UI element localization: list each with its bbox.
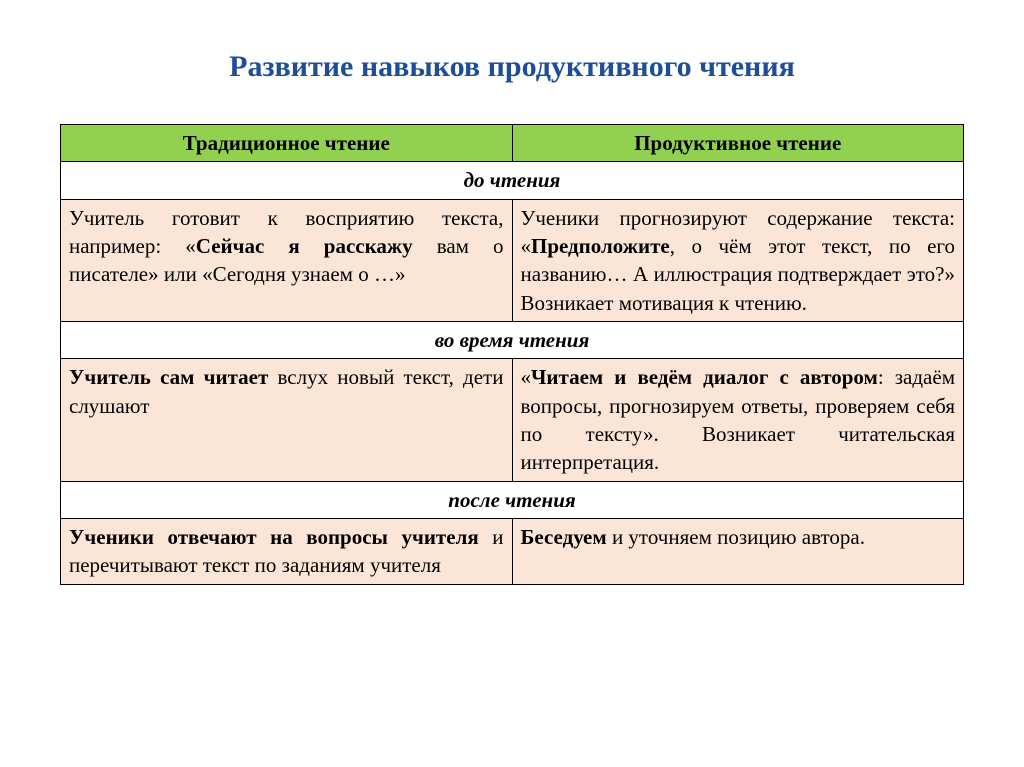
text-bold: Предположите: [531, 234, 670, 258]
content-row-during: Учитель сам читает вслух новый текст, де…: [61, 359, 964, 481]
text-bold: Ученики отвечают на вопросы учителя: [69, 525, 479, 549]
comparison-table: Традиционное чтение Продуктивное чтение …: [60, 124, 964, 585]
text-bold: Учитель сам читает: [69, 365, 268, 389]
cell-before-traditional: Учитель готовит к восприятию текста, нап…: [61, 199, 513, 321]
cell-during-productive: «Читаем и ведём диалог с автором: задаём…: [512, 359, 964, 481]
section-row-during: во время чтения: [61, 322, 964, 359]
col-header-traditional: Традиционное чтение: [61, 125, 513, 162]
section-header-during: во время чтения: [61, 322, 964, 359]
section-header-before: до чтения: [61, 162, 964, 199]
col-header-productive: Продуктивное чтение: [512, 125, 964, 162]
section-row-after: после чтения: [61, 481, 964, 518]
page-title: Развитие навыков продуктивного чтения: [60, 50, 964, 84]
table-header-row: Традиционное чтение Продуктивное чтение: [61, 125, 964, 162]
content-row-before: Учитель готовит к восприятию текста, нап…: [61, 199, 964, 321]
text: «: [521, 365, 532, 389]
text-bold: Беседуем: [521, 525, 607, 549]
text: и уточняем позицию автора.: [607, 525, 865, 549]
cell-during-traditional: Учитель сам читает вслух новый текст, де…: [61, 359, 513, 481]
cell-before-productive: Ученики прогнозируют содержание текста: …: [512, 199, 964, 321]
section-row-before: до чтения: [61, 162, 964, 199]
slide: Развитие навыков продуктивного чтения Тр…: [0, 0, 1024, 767]
content-row-after: Ученики отвечают на вопросы учителя и пе…: [61, 519, 964, 585]
section-header-after: после чтения: [61, 481, 964, 518]
cell-after-traditional: Ученики отвечают на вопросы учителя и пе…: [61, 519, 513, 585]
text-bold: Сейчас я расскажу: [196, 234, 413, 258]
cell-after-productive: Беседуем и уточняем позицию автора.: [512, 519, 964, 585]
text-bold: Читаем и ведём диалог с автором: [531, 365, 878, 389]
